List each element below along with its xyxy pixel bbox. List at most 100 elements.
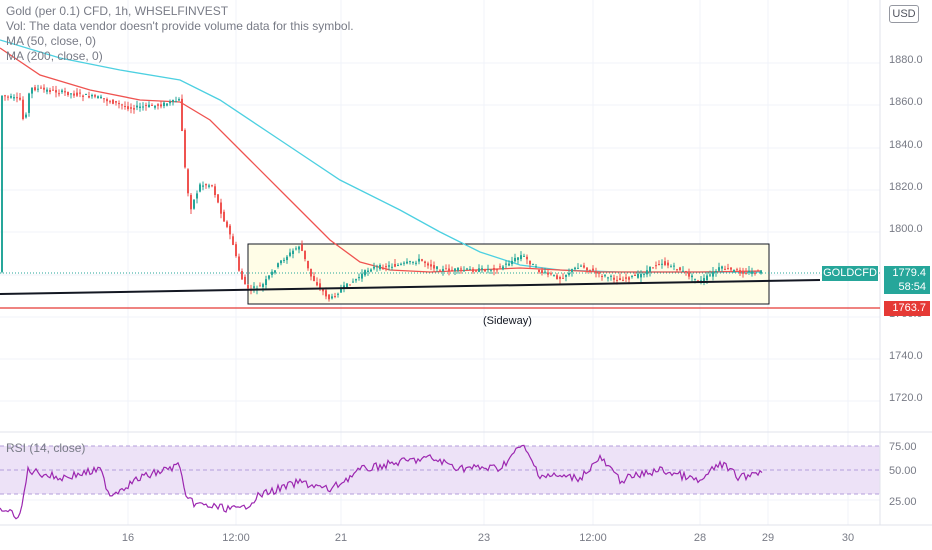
candle-body [127, 106, 129, 110]
candle-body [340, 288, 342, 293]
candle-body [349, 284, 351, 286]
candle-body [235, 244, 237, 257]
candle-body [442, 269, 444, 272]
candle-body [505, 263, 507, 265]
price-axis[interactable]: 1880.0 1860.0 1840.0 1820.0 1800.0 1760.… [889, 54, 923, 404]
candle-body [298, 246, 300, 250]
rsi-tick: 50.00 [889, 465, 917, 477]
candle-body [391, 266, 393, 268]
candle-body [502, 266, 504, 270]
candle-body [292, 250, 294, 254]
candle-body [229, 225, 231, 235]
candle-body [175, 101, 177, 103]
rsi-legend[interactable]: RSI (14, close) [6, 441, 86, 455]
candle-body [646, 270, 648, 275]
candle-body [730, 267, 732, 270]
time-tick: 12:00 [579, 532, 607, 544]
candle-body [664, 261, 666, 265]
candle-body [412, 261, 414, 263]
candle-body [577, 267, 579, 269]
candle-body [124, 106, 126, 107]
candle-body [487, 268, 489, 270]
candle-body [328, 294, 330, 300]
currency-button[interactable]: USD [889, 5, 919, 23]
price-tick: 1860.0 [889, 96, 923, 108]
candle-body [37, 88, 39, 90]
candle-body [355, 279, 357, 281]
candle-body [283, 259, 285, 261]
candle-body [682, 270, 684, 272]
candle-body [370, 269, 372, 272]
candle-body [592, 268, 594, 271]
candle-body [265, 279, 267, 285]
candle-body [262, 284, 264, 287]
candle-body [136, 105, 138, 108]
chart-legend[interactable]: Gold (per 0.1) CFD, 1h, WHSELFINVEST Vol… [6, 4, 354, 64]
candle-body [10, 96, 12, 98]
candle-body [562, 277, 564, 279]
support-level-tag: 1763.7 [884, 301, 930, 316]
candle-body [376, 266, 378, 268]
candle-body [649, 266, 651, 272]
candle-body [268, 275, 270, 279]
candle-body [304, 250, 306, 260]
candle-body [67, 91, 69, 95]
candle-body [187, 169, 189, 194]
time-tick: 30 [842, 532, 854, 544]
candle-body [433, 265, 435, 269]
time-tick: 23 [478, 532, 490, 544]
candle-body [475, 270, 477, 272]
candle-body [709, 274, 711, 276]
candle-body [388, 265, 390, 267]
candle-body [325, 290, 327, 297]
candle-body [52, 89, 54, 91]
candle-body [169, 101, 171, 104]
time-axis[interactable]: 16 12:00 21 23 12:00 28 29 30 [122, 532, 854, 544]
candle-body [745, 272, 747, 274]
candle-body [718, 267, 720, 271]
candle-body [604, 275, 606, 277]
candle-body [691, 275, 693, 278]
candle-body [514, 257, 516, 262]
candle-body [358, 277, 360, 279]
candle-body [172, 99, 174, 102]
candle-body [628, 277, 630, 280]
candle-body [721, 266, 723, 269]
trend-line[interactable] [0, 279, 821, 295]
candle-body [199, 184, 201, 192]
candle-body [58, 93, 60, 95]
candle-body [322, 289, 324, 292]
candle-body [418, 258, 420, 262]
candle-body [517, 257, 519, 260]
candle-body [481, 268, 483, 270]
candle-body [157, 104, 159, 106]
price-tick: 1800.0 [889, 223, 923, 235]
symbol-title[interactable]: Gold (per 0.1) CFD, 1h, WHSELFINVEST [6, 4, 229, 18]
candle-body [46, 89, 48, 92]
candle-body [685, 271, 687, 273]
candle-body [637, 273, 639, 278]
candle-body [541, 270, 543, 274]
candle-body [400, 263, 402, 265]
candle-body [31, 87, 33, 94]
candle-body [94, 95, 96, 97]
candle-body [601, 276, 603, 277]
ma50-line [0, 47, 763, 273]
candle-body [238, 256, 240, 271]
candle-body [742, 270, 744, 274]
ma50-legend[interactable]: MA (50, close, 0) [6, 34, 97, 48]
ma200-legend[interactable]: MA (200, close, 0) [6, 49, 103, 63]
time-tick: 16 [122, 532, 134, 544]
candle-body [178, 99, 180, 101]
rsi-axis[interactable]: 75.00 50.00 25.00 [889, 441, 917, 508]
candle-body [277, 263, 279, 267]
candle-body [598, 272, 600, 274]
candle-body [133, 108, 135, 110]
candle-body [19, 97, 21, 100]
candle-body [478, 268, 480, 272]
candle-body [337, 293, 339, 295]
candle-body [352, 281, 354, 283]
candle-body [79, 92, 81, 94]
